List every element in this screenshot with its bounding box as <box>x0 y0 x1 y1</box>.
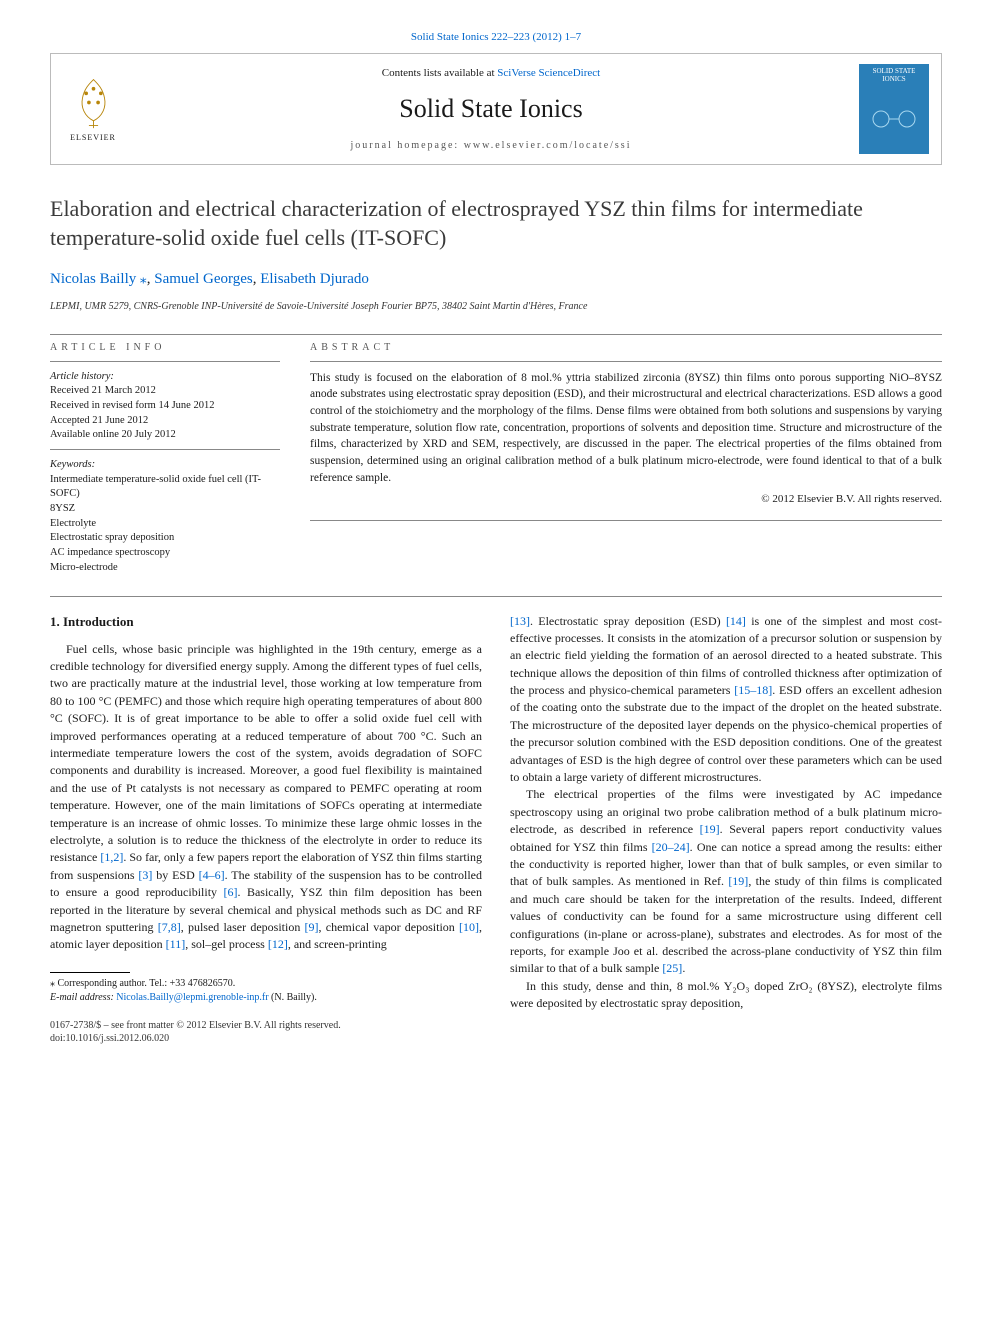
accepted-date: Accepted 21 June 2012 <box>50 414 280 429</box>
citation-link[interactable]: [11] <box>166 937 186 951</box>
text-run: . <box>682 961 685 975</box>
email-suffix: (N. Bailly). <box>269 992 317 1003</box>
abstract-column: ABSTRACT This study is focused on the el… <box>310 341 942 576</box>
keyword: Electrolyte <box>50 517 280 532</box>
keywords-label: Keywords: <box>50 458 280 473</box>
journal-ref-text[interactable]: Solid State Ionics 222–223 (2012) 1–7 <box>411 31 581 43</box>
citation-link[interactable]: [10] <box>459 920 479 934</box>
email-link[interactable]: Nicolas.Bailly@lepmi.grenoble-inp.fr <box>116 992 268 1003</box>
citation-link[interactable]: [20–24] <box>652 840 690 854</box>
keyword: Electrostatic spray deposition <box>50 531 280 546</box>
divider <box>310 361 942 362</box>
keyword: Intermediate temperature-solid oxide fue… <box>50 473 280 502</box>
text-run: , the study of thin films is complicated… <box>510 874 942 975</box>
elsevier-logo: ELSEVIER <box>63 74 123 144</box>
citation-link[interactable]: [12] <box>268 937 288 951</box>
keyword: AC impedance spectroscopy <box>50 546 280 561</box>
author-2-link[interactable]: Samuel Georges <box>154 271 252 287</box>
elsevier-tree-icon <box>66 75 121 130</box>
online-date: Available online 20 July 2012 <box>50 428 280 443</box>
text-run: . Electrostatic spray deposition (ESD) <box>530 614 726 628</box>
doi-line: doi:10.1016/j.ssi.2012.06.020 <box>50 1032 482 1045</box>
journal-homepage: journal homepage: www.elsevier.com/locat… <box>123 139 859 153</box>
keyword: 8YSZ <box>50 502 280 517</box>
divider <box>50 596 942 597</box>
body-column-right: [13]. Electrostatic spray deposition (ES… <box>510 613 942 1045</box>
section-1-heading: 1. Introduction <box>50 613 482 631</box>
received-date: Received 21 March 2012 <box>50 384 280 399</box>
body-paragraph: Fuel cells, whose basic principle was hi… <box>50 641 482 954</box>
article-info-column: ARTICLE INFO Article history: Received 2… <box>50 341 280 576</box>
keyword: Micro-electrode <box>50 561 280 576</box>
footer-rule <box>50 972 130 973</box>
citation-link[interactable]: [15–18] <box>734 683 772 697</box>
bottom-metadata: 0167-2738/$ – see front matter © 2012 El… <box>50 1019 482 1045</box>
abstract-label: ABSTRACT <box>310 341 942 355</box>
text-run: . ESD offers an excellent adhesion of th… <box>510 683 942 784</box>
divider <box>310 520 942 521</box>
citation-link[interactable]: [13] <box>510 614 530 628</box>
abstract-text: This study is focused on the elaboration… <box>310 370 942 487</box>
citation-link[interactable]: [1,2] <box>100 850 123 864</box>
citation-link[interactable]: [14] <box>726 614 746 628</box>
divider <box>50 361 280 362</box>
history-label: Article history: <box>50 370 280 385</box>
contents-prefix: Contents lists available at <box>382 67 497 79</box>
citation-link[interactable]: [19] <box>700 822 720 836</box>
cover-title: SOLID STATE IONICS <box>863 68 925 83</box>
author-1-link[interactable]: Nicolas Bailly <box>50 271 136 287</box>
email-line: E-mail address: Nicolas.Bailly@lepmi.gre… <box>50 991 482 1005</box>
divider <box>50 449 280 450</box>
article-info-label: ARTICLE INFO <box>50 341 280 355</box>
email-label: E-mail address: <box>50 992 116 1003</box>
body-paragraph: [13]. Electrostatic spray deposition (ES… <box>510 613 942 1013</box>
text-run: by ESD <box>152 868 198 882</box>
text-run: , pulsed laser deposition <box>181 920 305 934</box>
affiliation: LEPMI, UMR 5279, CNRS-Grenoble INP-Unive… <box>50 300 942 314</box>
header-center: Contents lists available at SciVerse Sci… <box>123 66 859 154</box>
corresponding-mark-icon: ⁎ <box>136 272 147 287</box>
article-history: Article history: Received 21 March 2012 … <box>50 370 280 443</box>
citation-link[interactable]: [3] <box>138 868 152 882</box>
corresponding-author-footer: ⁎ Corresponding author. Tel.: +33 476826… <box>50 972 482 1005</box>
revised-date: Received in revised form 14 June 2012 <box>50 399 280 414</box>
abstract-copyright: © 2012 Elsevier B.V. All rights reserved… <box>310 492 942 507</box>
author-3-link[interactable]: Elisabeth Djurado <box>260 271 369 287</box>
info-abstract-row: ARTICLE INFO Article history: Received 2… <box>50 341 942 576</box>
journal-header-box: ELSEVIER Contents lists available at Sci… <box>50 53 942 165</box>
cover-art-icon <box>869 104 919 134</box>
corr-author-line: ⁎ Corresponding author. Tel.: +33 476826… <box>50 977 482 991</box>
journal-reference-link[interactable]: Solid State Ionics 222–223 (2012) 1–7 <box>50 30 942 45</box>
article-title: Elaboration and electrical characterizat… <box>50 195 942 252</box>
text-run: In this study, dense and thin, 8 mol.% Y… <box>510 979 942 1010</box>
body-columns: 1. Introduction Fuel cells, whose basic … <box>50 613 942 1045</box>
author-list: Nicolas Bailly ⁎, Samuel Georges, Elisab… <box>50 269 942 290</box>
text-run: , chemical vapor deposition <box>319 920 459 934</box>
journal-title: Solid State Ionics <box>123 91 859 127</box>
text-run: Fuel cells, whose basic principle was hi… <box>50 642 482 865</box>
citation-link[interactable]: [25] <box>662 961 682 975</box>
journal-cover-thumbnail: SOLID STATE IONICS <box>859 64 929 154</box>
sciencedirect-link[interactable]: SciVerse ScienceDirect <box>497 67 600 79</box>
contents-line: Contents lists available at SciVerse Sci… <box>123 66 859 81</box>
text-run: , and screen-printing <box>288 937 387 951</box>
divider <box>50 334 942 335</box>
citation-link[interactable]: [7,8] <box>158 920 181 934</box>
issn-line: 0167-2738/$ – see front matter © 2012 El… <box>50 1019 482 1032</box>
citation-link[interactable]: [19] <box>728 874 748 888</box>
citation-link[interactable]: [4–6] <box>199 868 225 882</box>
keywords-block: Keywords: Intermediate temperature-solid… <box>50 458 280 576</box>
citation-link[interactable]: [6] <box>224 885 238 899</box>
text-run: , sol–gel process <box>185 937 268 951</box>
elsevier-name: ELSEVIER <box>70 132 116 143</box>
citation-link[interactable]: [9] <box>305 920 319 934</box>
body-column-left: 1. Introduction Fuel cells, whose basic … <box>50 613 482 1045</box>
